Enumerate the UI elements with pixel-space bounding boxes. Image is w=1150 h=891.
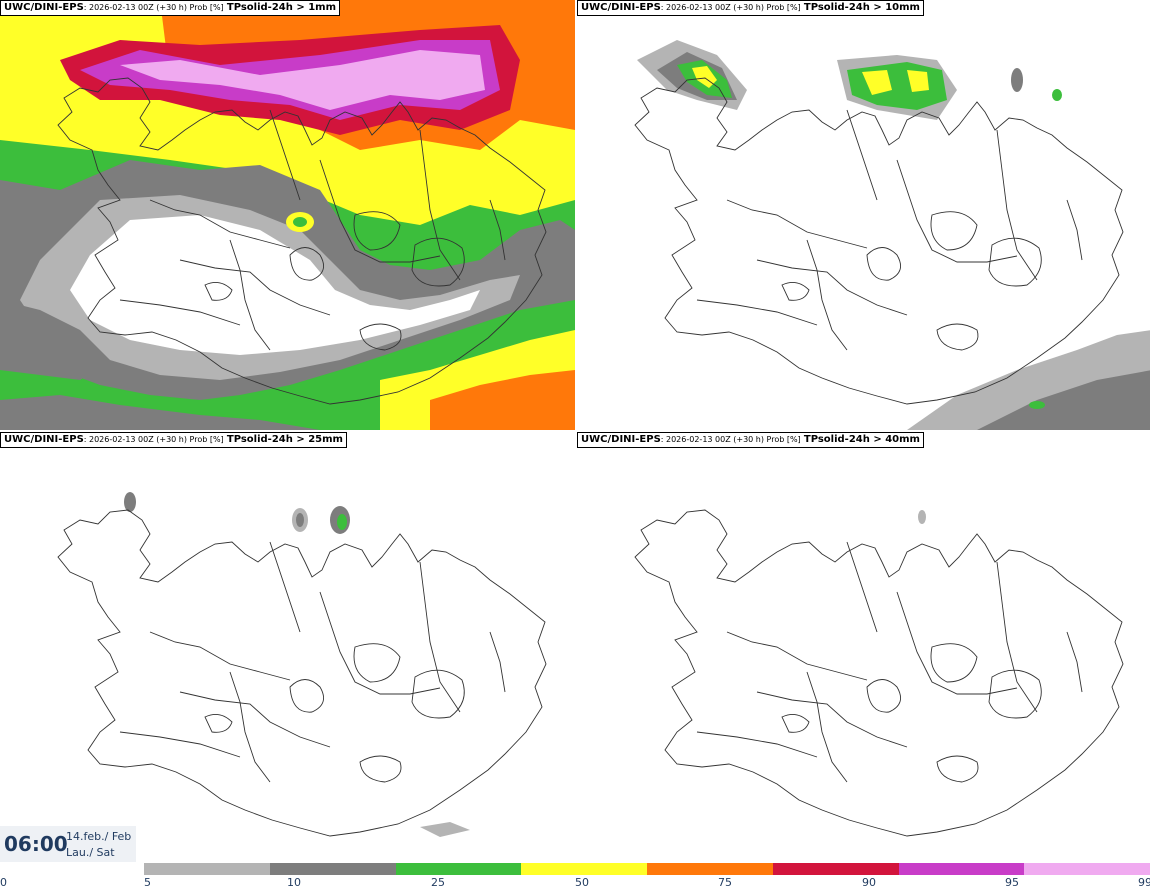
model-name: UWC/DINI-EPS bbox=[4, 434, 84, 445]
probability-map-25mm bbox=[57, 492, 547, 837]
map-panel-10mm: UWC/DINI-EPS: 2026-02-13 00Z (+30 h) Pro… bbox=[577, 0, 1150, 430]
variable-name: TPsolid-24h > 10mm bbox=[803, 2, 920, 13]
colorbar-tick-label: 10 bbox=[287, 876, 301, 889]
colorbar-tick-label: 95 bbox=[1005, 876, 1019, 889]
colorbar-tick-label: 90 bbox=[862, 876, 876, 889]
run-info: : 2026-02-13 00Z (+30 h) Prob [%] bbox=[83, 3, 224, 12]
model-name: UWC/DINI-EPS bbox=[581, 2, 661, 13]
colorbar-tick-label: 0 bbox=[0, 876, 7, 889]
colorbar-tick-label: 75 bbox=[718, 876, 732, 889]
colorbar-segment bbox=[269, 863, 396, 875]
valid-time-box: 06:00 14.feb./ Feb Lau./ Sat bbox=[0, 826, 136, 862]
run-info: : 2026-02-13 00Z (+30 h) Prob [%] bbox=[660, 3, 801, 12]
colorbar-tick-label: 5 bbox=[144, 876, 151, 889]
probability-map-10mm bbox=[634, 40, 1150, 430]
panel-title-40mm: UWC/DINI-EPS: 2026-02-13 00Z (+30 h) Pro… bbox=[577, 432, 924, 448]
panel-title-10mm: UWC/DINI-EPS: 2026-02-13 00Z (+30 h) Pro… bbox=[577, 0, 924, 16]
variable-name: TPsolid-24h > 40mm bbox=[803, 434, 920, 445]
map-panel-1mm: UWC/DINI-EPS: 2026-02-13 00Z (+30 h) Pro… bbox=[0, 0, 575, 430]
colorbar-segment bbox=[647, 863, 774, 875]
model-name: UWC/DINI-EPS bbox=[4, 2, 84, 13]
colorbar bbox=[144, 863, 1150, 875]
valid-time: 06:00 bbox=[4, 832, 68, 856]
run-info: : 2026-02-13 00Z (+30 h) Prob [%] bbox=[83, 435, 224, 444]
colorbar-tick-label: 25 bbox=[431, 876, 445, 889]
colorbar-segment bbox=[144, 863, 271, 875]
run-info: : 2026-02-13 00Z (+30 h) Prob [%] bbox=[660, 435, 801, 444]
variable-name: TPsolid-24h > 1mm bbox=[226, 2, 337, 13]
colorbar-segment bbox=[898, 863, 1025, 875]
map-panel-40mm: UWC/DINI-EPS: 2026-02-13 00Z (+30 h) Pro… bbox=[577, 432, 1150, 862]
map-panel-25mm: UWC/DINI-EPS: 2026-02-13 00Z (+30 h) Pro… bbox=[0, 432, 575, 862]
valid-date: 14.feb./ Feb bbox=[66, 830, 132, 843]
colorbar-tick-label: 99 bbox=[1138, 876, 1150, 889]
colorbar-tick-label: 50 bbox=[575, 876, 589, 889]
valid-weekday: Lau./ Sat bbox=[66, 846, 115, 859]
model-name: UWC/DINI-EPS bbox=[581, 434, 661, 445]
colorbar-segment bbox=[1024, 863, 1150, 875]
probability-map-1mm bbox=[0, 0, 575, 430]
panel-title-1mm: UWC/DINI-EPS: 2026-02-13 00Z (+30 h) Pro… bbox=[0, 0, 341, 16]
colorbar-segment bbox=[395, 863, 522, 875]
panel-title-25mm: UWC/DINI-EPS: 2026-02-13 00Z (+30 h) Pro… bbox=[0, 432, 347, 448]
variable-name: TPsolid-24h > 25mm bbox=[226, 434, 343, 445]
colorbar-segment bbox=[521, 863, 648, 875]
colorbar-segment bbox=[772, 863, 899, 875]
probability-map-40mm bbox=[634, 509, 1124, 837]
horizontal-divider bbox=[0, 430, 1150, 432]
